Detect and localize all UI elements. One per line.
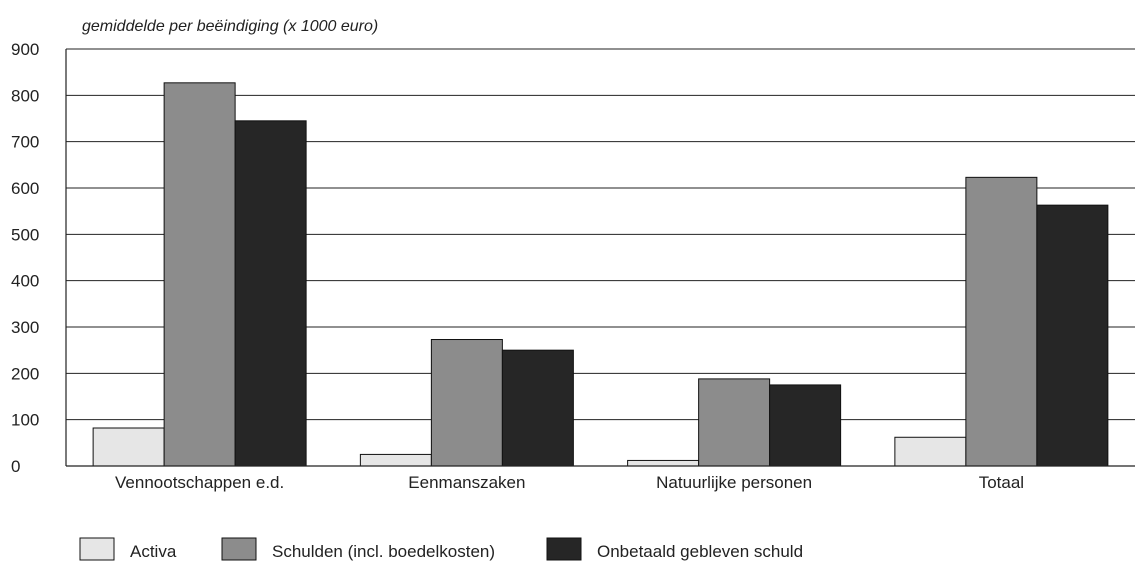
bar	[965, 176, 1038, 467]
bar	[501, 349, 574, 467]
bar	[627, 459, 700, 467]
y-tick-label: 700	[11, 133, 39, 152]
y-tick-label: 600	[11, 179, 39, 198]
y-tick-label: 0	[11, 457, 20, 476]
y-tick-label: 300	[11, 318, 39, 337]
y-tick-label: 400	[11, 272, 39, 291]
legend-label: Onbetaald gebleven schuld	[597, 542, 803, 561]
category-labels: Vennootschappen e.d. Eenmanszaken Natuurli…	[115, 473, 1024, 492]
x-tick-label: Vennootschappen e.d.	[115, 473, 284, 492]
y-tick-labels: 0 100 200 300 400 500 600 700 800 900	[11, 40, 39, 476]
bar	[234, 120, 307, 467]
bar	[769, 384, 842, 467]
bar	[894, 436, 967, 467]
legend-label: Activa	[130, 542, 177, 561]
x-tick-label: Eenmanszaken	[408, 473, 525, 492]
axes	[65, 49, 1135, 467]
y-tick-label: 100	[11, 411, 39, 430]
bar	[359, 453, 432, 467]
y-tick-label: 800	[11, 86, 39, 105]
x-tick-label: Totaal	[979, 473, 1024, 492]
y-tick-label: 900	[11, 40, 39, 59]
x-tick-label: Natuurlijke personen	[656, 473, 812, 492]
bar	[430, 339, 503, 467]
legend-swatch	[546, 537, 582, 561]
bar	[1036, 204, 1109, 467]
legend-swatch	[79, 537, 115, 561]
y-axis-label: gemiddelde per beëindiging (x 1000 euro)	[82, 18, 378, 35]
legend-swatch	[221, 537, 257, 561]
legend-label: Schulden (incl. boedelkosten)	[272, 542, 495, 561]
legend: Activa Schulden (incl. boedelkosten) Onbet…	[79, 537, 803, 561]
y-tick-label: 200	[11, 364, 39, 383]
bars	[92, 82, 1109, 467]
bar	[92, 427, 165, 467]
y-tick-label: 500	[11, 225, 39, 244]
bar	[163, 82, 236, 467]
bar	[698, 378, 771, 467]
